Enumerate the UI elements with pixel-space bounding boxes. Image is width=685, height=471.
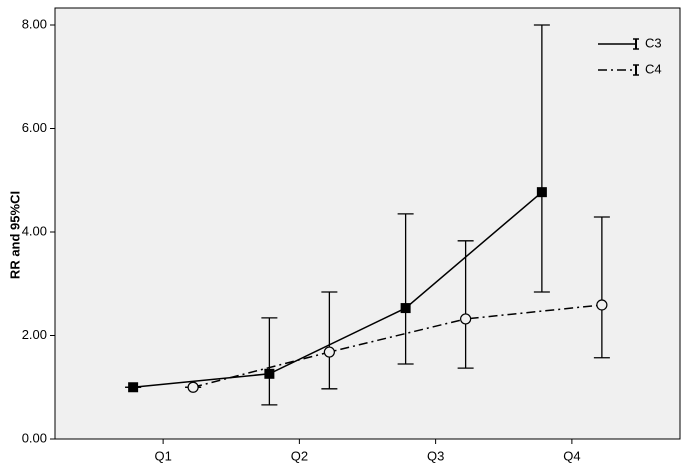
x-tick-label: Q1 — [154, 448, 171, 463]
marker — [536, 187, 547, 198]
marker — [400, 303, 411, 314]
x-tick-label: Q3 — [427, 448, 444, 463]
legend-label: C4 — [645, 61, 662, 76]
y-axis-title: RR and 95%CI — [7, 191, 22, 279]
marker — [264, 368, 275, 379]
series-line — [192, 304, 602, 388]
y-tick-label: 6.00 — [22, 120, 47, 135]
marker — [187, 381, 199, 393]
marker — [128, 382, 139, 393]
y-tick-label: 0.00 — [22, 430, 47, 445]
y-tick-label: 8.00 — [22, 16, 47, 31]
legend-label: C3 — [645, 35, 662, 50]
marker — [596, 299, 608, 311]
marker — [460, 313, 472, 325]
x-tick-label: Q2 — [291, 448, 308, 463]
x-tick-label: Q4 — [563, 448, 580, 463]
y-tick-label: 2.00 — [22, 327, 47, 342]
marker — [323, 346, 335, 358]
series-line — [133, 191, 543, 388]
plot-area — [54, 7, 681, 440]
y-tick-label: 4.00 — [22, 223, 47, 238]
